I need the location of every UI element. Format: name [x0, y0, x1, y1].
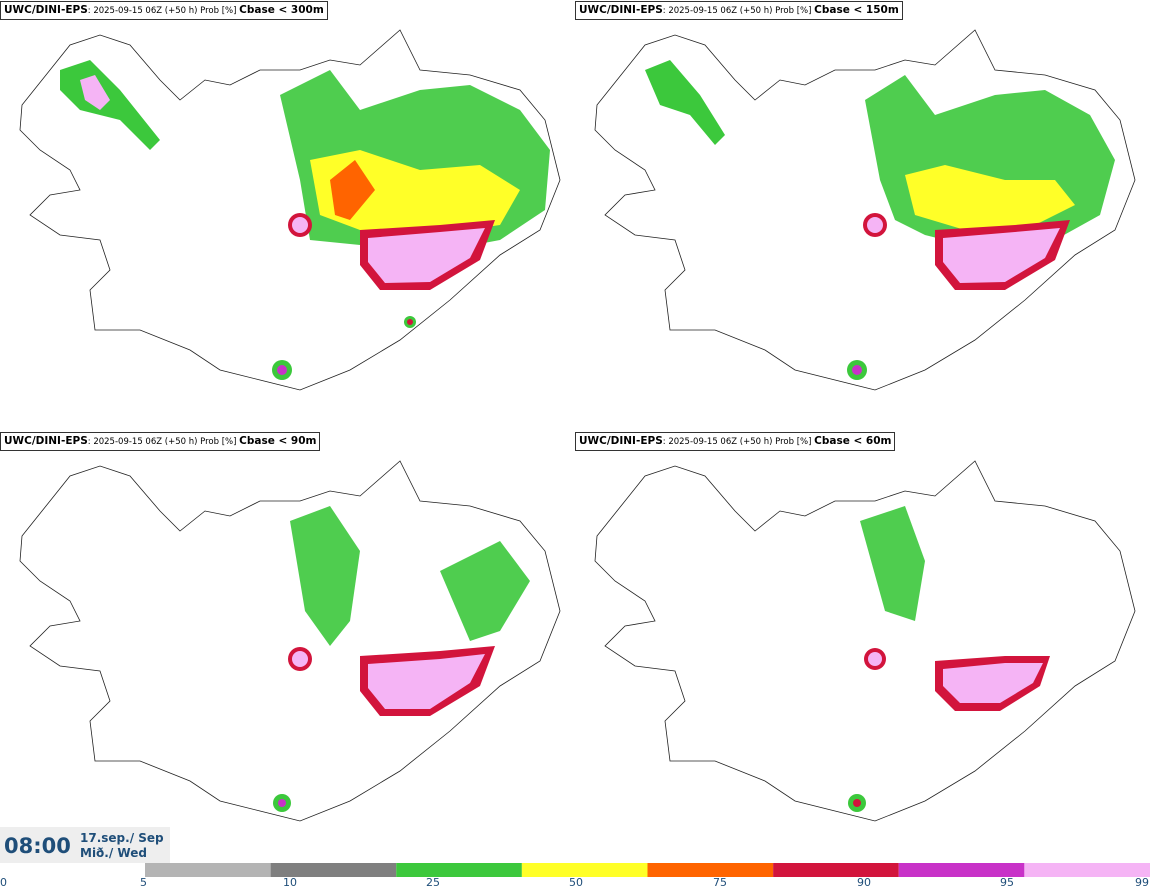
threshold-label: Cbase < 300m	[239, 4, 324, 16]
coastline	[19, 460, 561, 822]
prob-contours	[273, 506, 530, 812]
prob-area-green	[860, 506, 925, 621]
map-panel-300m: UWC/DINI-EPS: 2025-09-15 06Z (+50 h) Pro…	[0, 0, 575, 431]
valid-weekday: Mið./ Wed	[80, 846, 147, 860]
panel-title: UWC/DINI-EPS: 2025-09-15 06Z (+50 h) Pro…	[0, 432, 321, 451]
panel-title: UWC/DINI-EPS: 2025-09-15 06Z (+50 h) Pro…	[575, 432, 896, 451]
prob-spot	[277, 365, 287, 375]
threshold-label: Cbase < 90m	[239, 435, 317, 447]
run-info: : 2025-09-15 06Z (+50 h) Prob [%]	[662, 437, 812, 447]
prob-area-pink	[368, 228, 485, 283]
iceland-map	[19, 29, 561, 391]
colorbar-tick-label: 99	[1135, 876, 1149, 889]
colorbar-segment	[898, 863, 1025, 877]
valid-date: 17.sep./ Sep	[80, 831, 164, 845]
prob-spot	[852, 365, 862, 375]
colorbar-tick-label: 25	[426, 876, 440, 889]
prob-area-pink	[943, 228, 1060, 283]
model-name: UWC/DINI-EPS	[4, 4, 88, 16]
threshold-label: Cbase < 60m	[814, 435, 892, 447]
prob-contours	[645, 60, 1115, 380]
prob-area-orange	[330, 160, 375, 220]
map-panel-60m: UWC/DINI-EPS: 2025-09-15 06Z (+50 h) Pro…	[575, 431, 1150, 862]
map-panel-150m: UWC/DINI-EPS: 2025-09-15 06Z (+50 h) Pro…	[575, 0, 1150, 431]
prob-contours	[848, 506, 1050, 812]
colorbar	[145, 863, 1150, 877]
run-info: : 2025-09-15 06Z (+50 h) Prob [%]	[87, 437, 237, 447]
prob-spot	[867, 217, 883, 233]
colorbar-segment	[647, 863, 774, 877]
model-name: UWC/DINI-EPS	[4, 435, 88, 447]
model-name: UWC/DINI-EPS	[579, 435, 663, 447]
iceland-map	[19, 460, 561, 822]
prob-area-pink	[368, 654, 485, 709]
prob-spot	[853, 799, 861, 807]
colorbar-segment	[145, 863, 271, 877]
model-name: UWC/DINI-EPS	[579, 4, 663, 16]
threshold-label: Cbase < 150m	[814, 4, 899, 16]
colorbar-tick-label: 75	[713, 876, 727, 889]
prob-spot	[292, 217, 308, 233]
run-info: : 2025-09-15 06Z (+50 h) Prob [%]	[662, 6, 812, 16]
prob-spot	[292, 651, 308, 667]
iceland-map	[594, 460, 1136, 822]
prob-area-nw	[645, 60, 725, 145]
prob-area-green	[440, 541, 530, 641]
prob-area-green	[290, 506, 360, 646]
colorbar-tick-label: 0	[0, 876, 7, 889]
valid-time-box	[0, 827, 170, 863]
iceland-map	[594, 29, 1136, 391]
prob-contours	[60, 60, 550, 380]
colorbar-segment	[270, 863, 397, 877]
colorbar-tick-label: 95	[1000, 876, 1014, 889]
colorbar-tick-label: 50	[569, 876, 583, 889]
prob-spot	[407, 319, 413, 325]
colorbar-tick-label: 5	[140, 876, 147, 889]
panel-title: UWC/DINI-EPS: 2025-09-15 06Z (+50 h) Pro…	[0, 1, 328, 20]
prob-spot	[278, 799, 286, 807]
coastline	[594, 460, 1136, 822]
colorbar-tick-label: 90	[857, 876, 871, 889]
colorbar-segment	[773, 863, 899, 877]
map-panel-90m: UWC/DINI-EPS: 2025-09-15 06Z (+50 h) Pro…	[0, 431, 575, 862]
prob-area-pink	[943, 663, 1043, 703]
prob-area-nw-pink	[80, 75, 110, 110]
colorbar-segment	[396, 863, 522, 877]
valid-time: 08:00	[4, 834, 71, 858]
panel-title: UWC/DINI-EPS: 2025-09-15 06Z (+50 h) Pro…	[575, 1, 903, 20]
colorbar-segment	[521, 863, 648, 877]
prob-spot	[868, 652, 882, 666]
prob-area-yellow	[905, 165, 1075, 230]
run-info: : 2025-09-15 06Z (+50 h) Prob [%]	[87, 6, 237, 16]
colorbar-segment	[1024, 863, 1150, 877]
colorbar-tick-label: 10	[283, 876, 297, 889]
